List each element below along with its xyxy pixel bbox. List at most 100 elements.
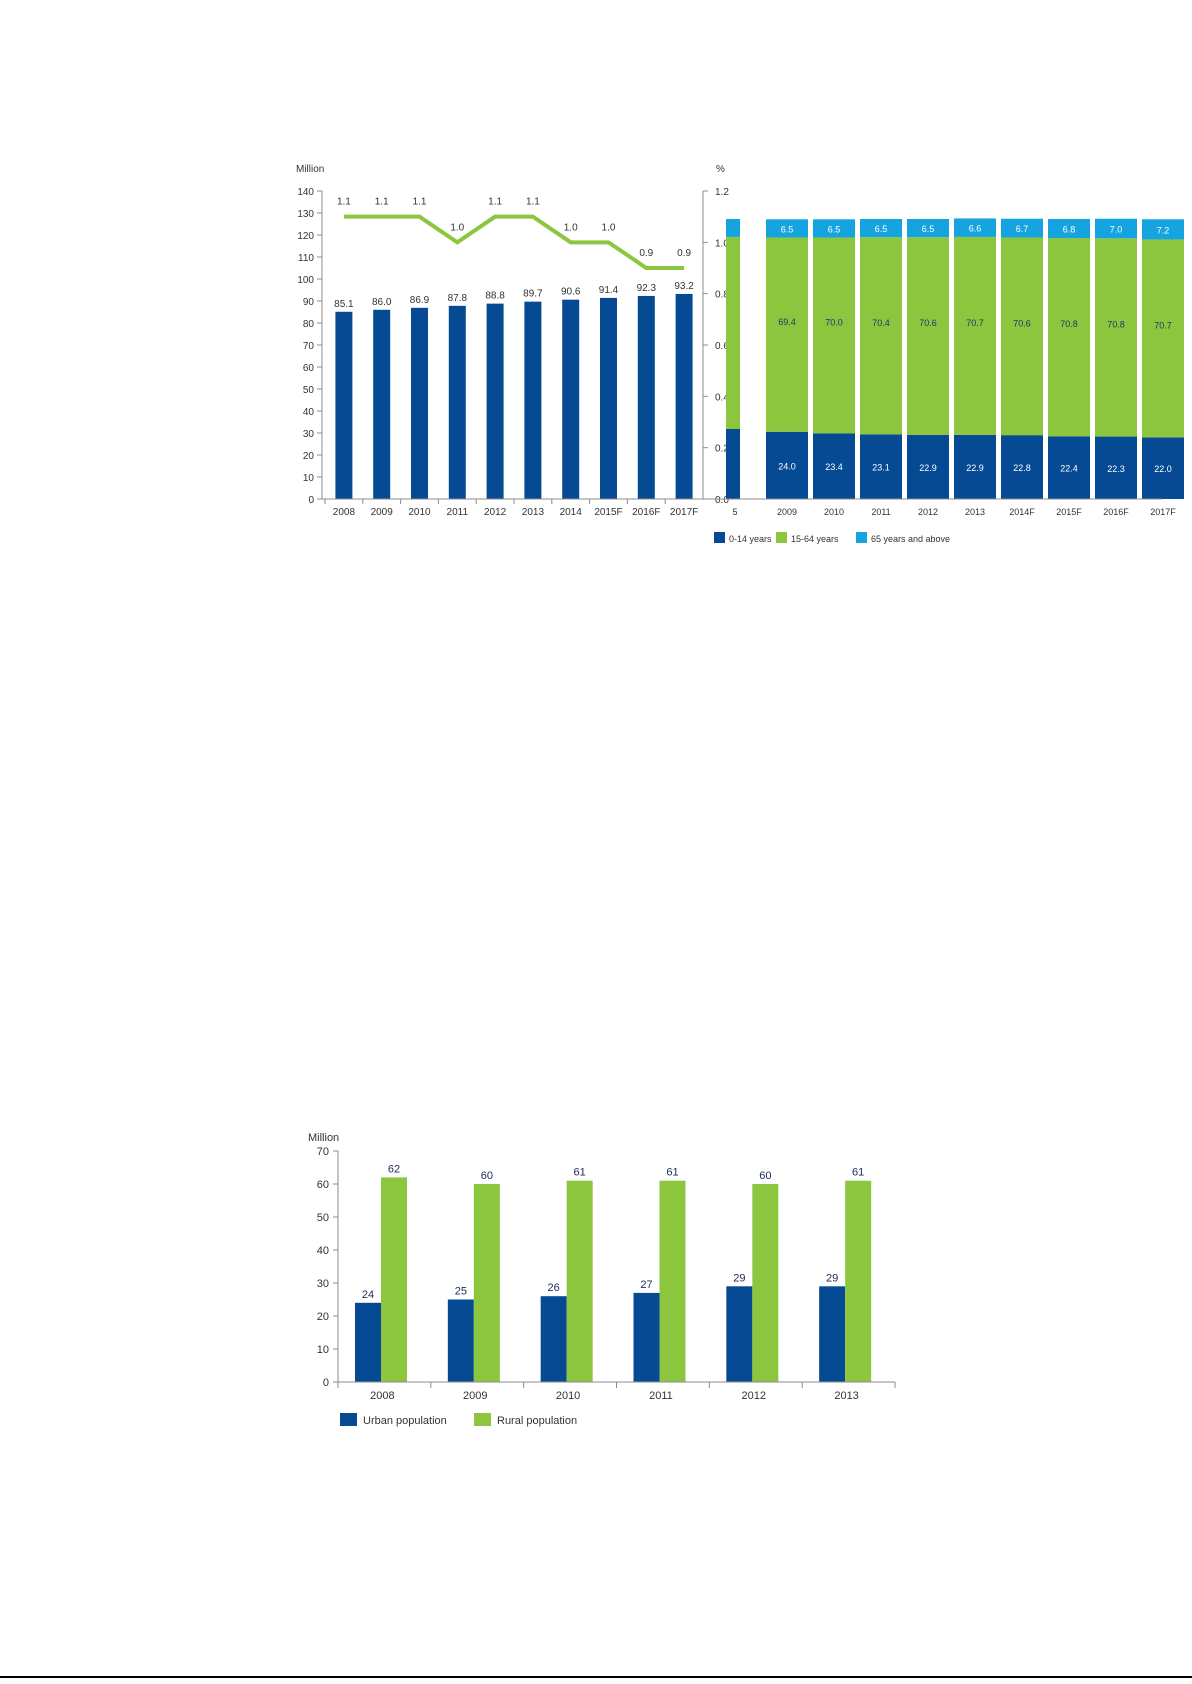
growth-rate-label: 1.1 [413,197,427,208]
age-structure-x-axis: 5 2009 2010 2011 2012 2013 2014F 2015F 2016F 2017… [703,498,1176,517]
age-structure-bar-segment [1142,437,1184,499]
age-structure-legend: 0-14 years 15-64 years 65 years and above [714,532,950,544]
urban-rural-bar [540,1296,567,1382]
age-structure-segment-label: 70.8 [1060,319,1078,329]
urban-rural-bar [633,1292,660,1382]
urban-rural-y-tick-label: 10 [317,1344,329,1356]
urban-rural-bar-label: 60 [759,1170,771,1182]
population-x-tick-label: 2008 [333,507,356,518]
urban-rural-bar [752,1184,779,1382]
population-y-axis-label: Million [296,164,324,175]
age-structure-segment-label: 23.4 [825,462,843,472]
age-structure-segment-label: 69.4 [778,317,796,327]
population-bar [411,307,428,499]
urban-rural-bar-label: 61 [574,1167,586,1179]
age-structure-bar-segment [1142,239,1184,438]
urban-rural-y-tick-label: 30 [317,1278,329,1290]
age-structure-bar-segment [907,237,949,435]
population-y-tick-label: 60 [303,363,315,374]
age-structure-bar-segment [1095,238,1137,437]
age-structure-bar-segment [954,218,996,237]
age-structure-segment-label: 70.6 [919,318,937,328]
population-bar-label: 86.9 [410,295,430,306]
age-structure-bars: 24.0 69.4 6.5 23.4 70.0 6.5 23.1 70.4 6.5 22.9 70.… [726,218,1184,499]
population-bar [637,295,655,499]
urban-rural-bar-label: 24 [362,1289,374,1301]
urban-rural-x-tick-label: 2008 [370,1390,394,1402]
age-structure-legend-swatch [714,532,725,543]
growth-rate-labels: 1.1 1.1 1.1 1.0 1.1 1.1 1.0 1.0 0.9 0.9 [337,197,692,259]
population-bar-label: 89.7 [523,289,543,300]
age-structure-x-tick-label: 2016F [1103,507,1129,517]
urban-rural-bar [566,1180,593,1382]
urban-rural-bar-label: 60 [481,1170,493,1182]
growth-rate-label: 1.1 [488,197,502,208]
urban-rural-x-tick-label: 2012 [742,1390,766,1402]
urban-rural-bar [726,1286,753,1382]
growth-rate-y-axis-label: % [716,164,725,175]
age-structure-segment-label: 24.0 [778,461,796,471]
urban-rural-y-axis: 0 10 20 30 40 50 60 70 [317,1146,339,1389]
population-bar-labels: 85.1 86.0 86.9 87.8 88.8 89.7 90.6 91.4 92.3 93.2 [334,281,694,310]
population-y-tick-label: 10 [303,473,315,484]
population-bar-label: 85.1 [334,299,354,310]
age-structure-chart: 24.0 69.4 6.5 23.4 70.0 6.5 23.1 70.4 6.5 22.9 70.… [703,218,1184,544]
urban-rural-bar [447,1299,474,1382]
population-x-tick-label: 2009 [371,507,394,518]
growth-rate-label: 0.9 [677,248,691,259]
urban-rural-bar-label: 29 [733,1272,745,1284]
population-bar-label: 91.4 [599,285,619,296]
population-bar [524,301,542,499]
population-y-tick-label: 140 [297,187,314,198]
age-structure-bar-segment [766,237,808,432]
age-structure-bar-segment [907,219,949,238]
age-structure-segment-label: 22.9 [966,463,984,473]
urban-rural-bar-label: 25 [455,1286,467,1298]
growth-rate-y-tick-label: 0.6 [715,341,729,352]
age-structure-segment-label: 6.8 [1063,225,1076,235]
age-structure-x-tick-label: 2011 [871,507,890,517]
population-bar [675,293,693,499]
age-structure-bar-segment [726,429,740,499]
urban-rural-x-tick-label: 2010 [556,1390,580,1402]
urban-rural-x-tick-label: 2013 [834,1390,858,1402]
population-x-tick-label: 2014 [560,507,583,518]
urban-rural-y-tick-label: 60 [317,1179,329,1191]
age-structure-segment-label: 22.3 [1107,464,1125,474]
age-structure-bar-segment [1095,436,1137,499]
growth-rate-label: 0.9 [639,248,653,259]
age-structure-segment-label: 70.6 [1013,318,1031,328]
population-bars [335,293,693,499]
growth-rate-y-tick-label: 0.2 [715,444,729,455]
age-structure-bar-segment [1142,219,1184,240]
growth-rate-line [343,214,685,270]
age-structure-bar-segment [1095,218,1137,239]
population-bar-label: 86.0 [372,297,392,308]
urban-rural-bar-label: 26 [548,1282,560,1294]
age-structure-segment-label: 6.5 [828,224,841,234]
urban-rural-bar [845,1180,872,1382]
urban-rural-x-tick-label: 2009 [463,1390,487,1402]
population-x-tick-label: 2016F [632,507,660,518]
age-structure-bar-segment [726,219,740,237]
urban-rural-chart: Million 0 10 20 30 40 50 60 70 24 62 25 60 26 61 27 61… [308,1132,896,1427]
age-structure-segment-label: 22.0 [1154,464,1172,474]
urban-rural-legend-swatch [474,1413,491,1426]
age-structure-bar-segment [1048,436,1090,499]
population-y-tick-label: 80 [303,319,315,330]
growth-rate-y-tick-label: 0.8 [715,290,729,301]
population-y-tick-label: 0 [308,495,314,506]
population-x-tick-label: 2013 [522,507,545,518]
population-y-tick-label: 110 [298,253,314,264]
urban-rural-y-tick-label: 70 [317,1146,329,1158]
urban-rural-bar [473,1184,500,1382]
age-structure-segment-label: 6.6 [969,224,982,234]
population-x-tick-label: 2015F [594,507,622,518]
growth-rate-y-tick-label: 1.2 [715,187,729,198]
age-structure-legend-swatch [776,532,787,543]
age-structure-bar-segment [954,434,996,499]
urban-rural-y-tick-label: 20 [317,1311,329,1323]
age-structure-segment-label: 7.2 [1157,225,1170,235]
age-structure-bar-segment [907,434,949,499]
age-structure-segment-label: 22.9 [919,463,937,473]
